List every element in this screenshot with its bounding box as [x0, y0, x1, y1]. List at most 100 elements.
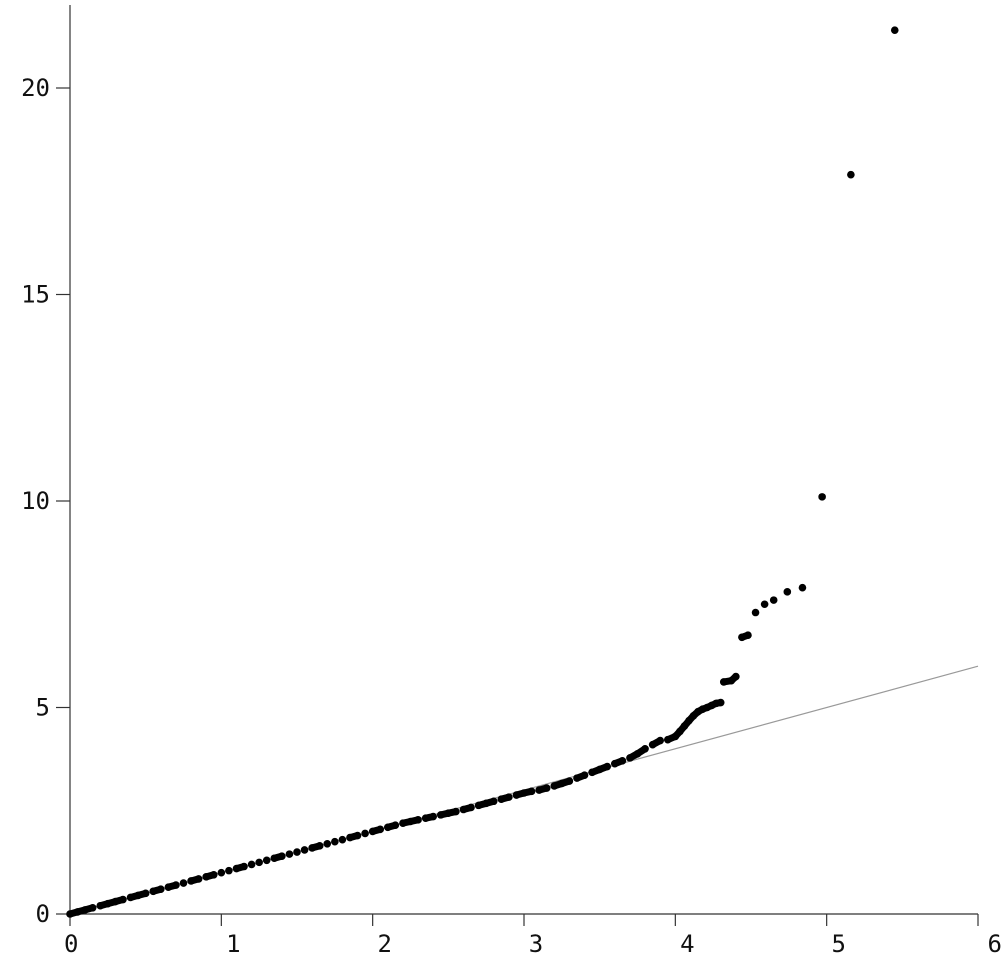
data-point [293, 848, 301, 856]
y-tick-label: 5 [36, 694, 50, 722]
data-point [497, 795, 506, 803]
data-point [648, 740, 657, 749]
data-point [685, 716, 693, 725]
data-point [890, 26, 899, 34]
data-point [376, 825, 385, 834]
data-point [798, 583, 807, 592]
data-point [338, 835, 347, 844]
data-points [66, 26, 899, 918]
data-point [285, 850, 294, 858]
data-point [611, 759, 619, 768]
x-axis-ticks: 0 1 2 3 4 5 6 [64, 914, 1002, 958]
data-point [663, 735, 672, 744]
data-point [429, 812, 438, 821]
data-point [783, 588, 792, 596]
x-tick-label: 4 [680, 930, 694, 958]
y-tick-label: 0 [36, 900, 50, 928]
data-point [278, 852, 286, 860]
x-tick-label: 3 [529, 930, 543, 958]
data-point [104, 899, 112, 908]
data-point [391, 821, 400, 830]
data-point [680, 722, 689, 730]
data-point [550, 782, 559, 790]
data-point [300, 846, 309, 854]
data-point [512, 791, 521, 799]
data-point [96, 901, 105, 910]
data-point [164, 883, 173, 891]
y-tick-label: 20 [21, 74, 50, 102]
data-point [671, 732, 680, 741]
data-point [641, 745, 649, 753]
data-point [444, 809, 453, 818]
data-point [603, 762, 612, 771]
data-point [399, 819, 407, 827]
data-point [262, 856, 271, 865]
x-tick-label: 1 [226, 930, 240, 958]
data-point [732, 672, 740, 681]
data-point [240, 862, 248, 871]
data-point [179, 879, 188, 887]
data-point [818, 493, 826, 501]
data-point [474, 801, 483, 810]
data-point [134, 891, 142, 900]
data-point [436, 811, 445, 819]
data-point [225, 866, 233, 875]
data-point [384, 823, 392, 832]
data-point [847, 170, 855, 179]
data-point [73, 908, 82, 916]
data-point [172, 881, 180, 889]
data-point [88, 904, 97, 912]
data-point [66, 910, 74, 918]
data-point [194, 875, 203, 883]
data-point [558, 779, 566, 788]
data-point [209, 870, 218, 879]
data-point [520, 789, 528, 797]
data-point [744, 631, 752, 640]
data-point [467, 803, 475, 812]
data-point [595, 765, 604, 774]
data-point [760, 600, 769, 609]
data-point [217, 868, 226, 877]
x-tick-label: 0 [64, 930, 78, 958]
y-tick-label: 15 [21, 281, 50, 309]
data-point [202, 873, 210, 881]
data-point [573, 774, 581, 782]
data-point [81, 906, 89, 914]
data-point [414, 816, 422, 824]
data-point [633, 749, 642, 758]
data-point [406, 817, 415, 826]
data-point [751, 608, 760, 617]
x-tick-label: 5 [831, 930, 845, 958]
data-point [580, 771, 589, 780]
data-point [247, 860, 256, 869]
data-point [565, 777, 574, 785]
data-point [331, 837, 339, 846]
data-point [232, 864, 241, 873]
data-point [323, 839, 332, 848]
data-point [676, 727, 684, 736]
data-point [421, 814, 430, 822]
data-point [368, 827, 377, 836]
data-point [126, 893, 135, 902]
data-point [255, 858, 263, 867]
data-point [626, 754, 634, 762]
data-point [738, 633, 746, 642]
data-point [141, 889, 150, 898]
data-point [489, 797, 498, 806]
data-point [308, 844, 316, 852]
data-point [452, 807, 460, 816]
y-axis-ticks: 0 5 10 15 20 [21, 74, 70, 928]
data-point [618, 756, 627, 765]
data-point [588, 768, 596, 777]
data-point [769, 596, 778, 604]
x-tick-label: 6 [988, 930, 1002, 958]
data-point [346, 833, 354, 842]
data-point [361, 829, 369, 838]
data-point [315, 842, 324, 850]
y-tick-label: 10 [21, 487, 50, 515]
data-point [149, 887, 158, 896]
data-point [111, 897, 120, 906]
data-point [459, 805, 468, 814]
data-point [157, 885, 165, 894]
